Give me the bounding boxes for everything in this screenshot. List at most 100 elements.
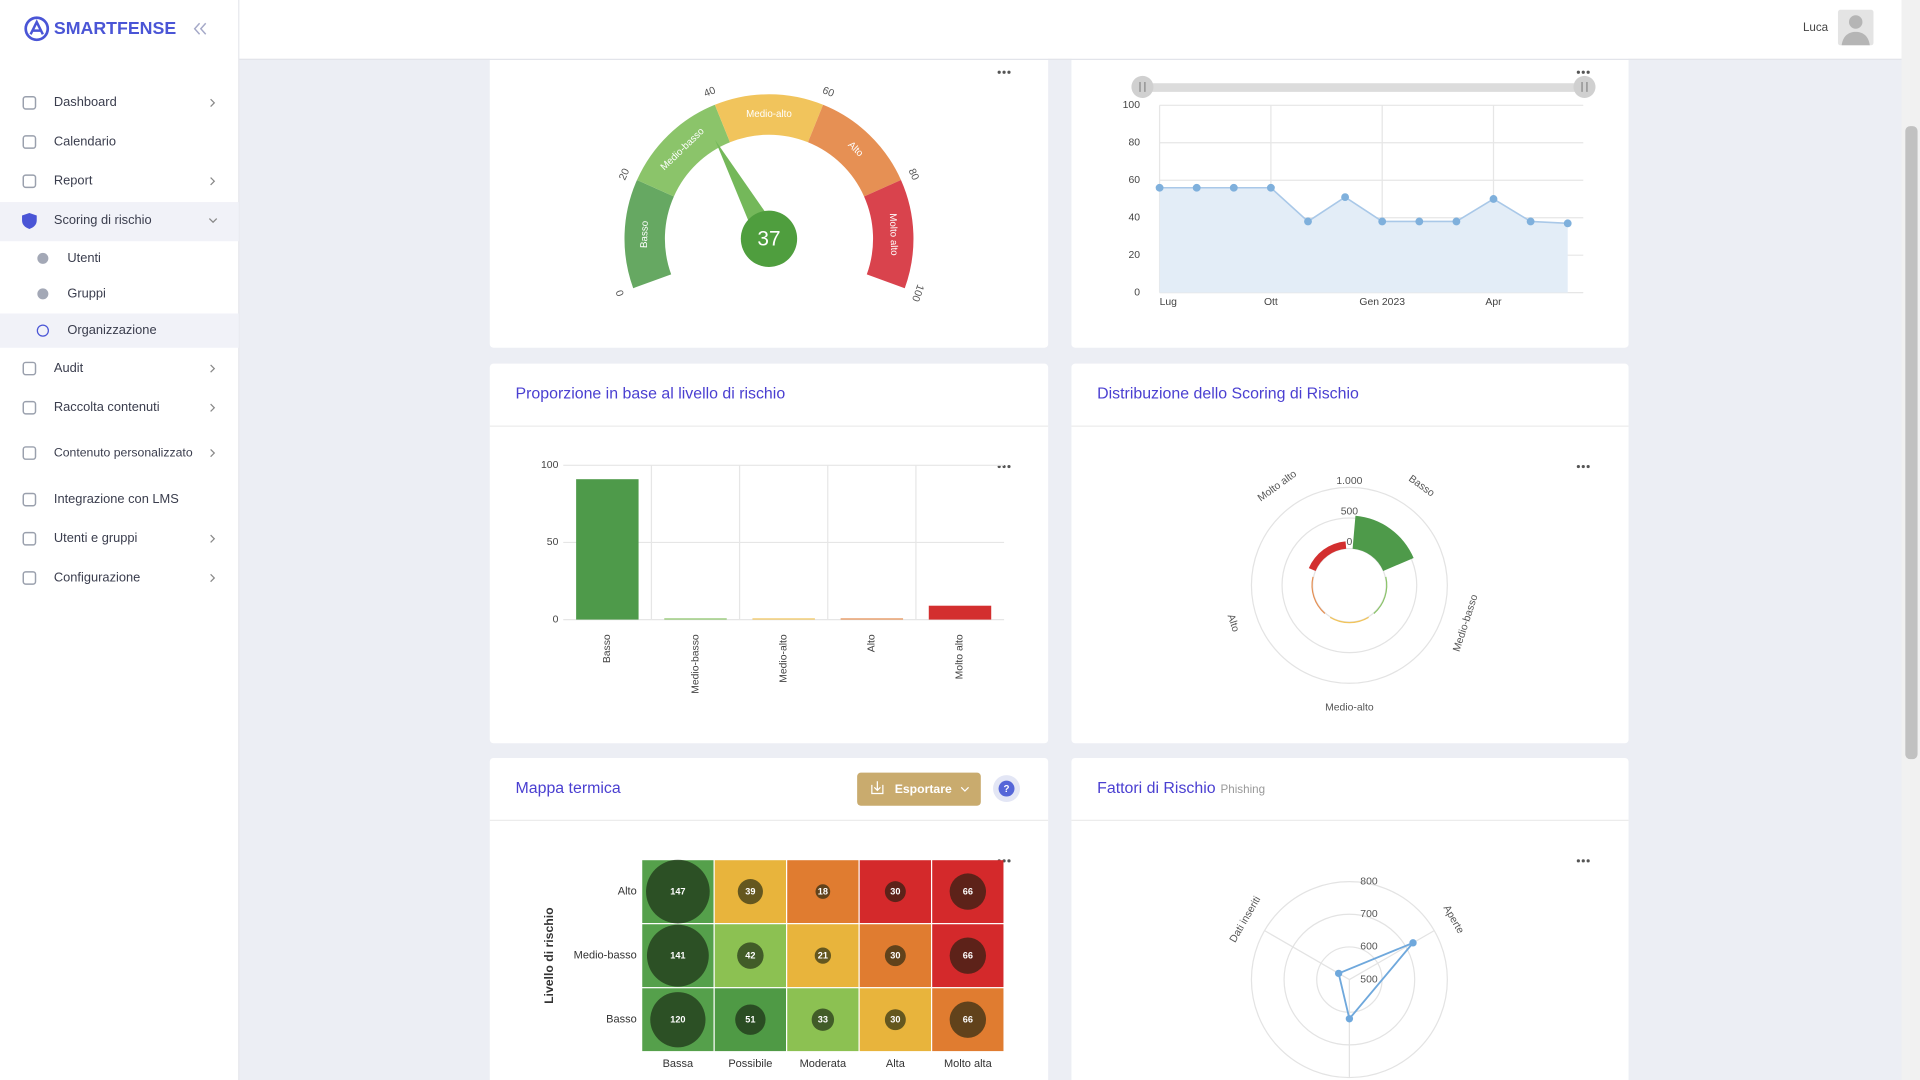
menu-dot[interactable] bbox=[1581, 70, 1585, 74]
subnav-item[interactable]: Organizzazione bbox=[67, 322, 156, 337]
y-tick-label: 80 bbox=[1128, 138, 1140, 149]
grid-circle bbox=[1250, 486, 1448, 684]
point bbox=[1378, 217, 1387, 226]
menu-dot[interactable] bbox=[1586, 464, 1590, 469]
r-tick-label: 0 bbox=[1346, 537, 1352, 548]
slider-handle[interactable] bbox=[1131, 75, 1154, 98]
nav-item[interactable]: Contenuto personalizzato bbox=[54, 445, 193, 459]
menu-dot[interactable] bbox=[1576, 464, 1580, 469]
gauge-hub bbox=[740, 210, 798, 267]
bubble bbox=[815, 884, 831, 899]
user-name: Luca bbox=[1803, 21, 1829, 34]
collapse-icon[interactable] bbox=[193, 22, 207, 35]
subnav-icon bbox=[37, 288, 49, 300]
y-tick-label: 20 bbox=[1128, 250, 1140, 261]
point bbox=[1341, 193, 1350, 202]
subnav-item[interactable]: Utenti bbox=[67, 250, 101, 265]
bubble-label: 18 bbox=[818, 887, 828, 897]
category-label: Medio-alto bbox=[1325, 703, 1374, 714]
point bbox=[1415, 217, 1424, 226]
nav-active-bg bbox=[0, 313, 239, 348]
bubble-label: 120 bbox=[670, 1015, 685, 1025]
menu-dot[interactable] bbox=[1576, 859, 1580, 863]
download-icon bbox=[871, 781, 884, 795]
axis-title: Livello di rischio bbox=[542, 907, 556, 1004]
spoke bbox=[1264, 930, 1350, 981]
nav-item[interactable]: Report bbox=[54, 173, 93, 188]
card bbox=[1071, 24, 1629, 348]
bubble bbox=[884, 1009, 906, 1031]
y-tick-label: 0 bbox=[553, 614, 559, 625]
nav-item[interactable]: Audit bbox=[54, 360, 84, 375]
chevron bbox=[210, 98, 216, 107]
bubble bbox=[646, 859, 710, 924]
point bbox=[1155, 183, 1164, 192]
menu-dot[interactable] bbox=[1581, 859, 1585, 863]
polar-sector bbox=[1308, 541, 1347, 571]
gauge-band bbox=[624, 180, 674, 289]
point bbox=[1526, 217, 1535, 226]
nav-item[interactable]: Scoring di rischio bbox=[54, 212, 152, 227]
gauge-band-label: Molto alto bbox=[887, 213, 899, 256]
range-slider[interactable] bbox=[1142, 83, 1585, 92]
subnav-item[interactable]: Gruppi bbox=[67, 285, 106, 300]
bubble-label: 51 bbox=[745, 1015, 755, 1025]
r-tick-label: 500 bbox=[1360, 974, 1378, 985]
x-tick-label: Possibile bbox=[728, 1058, 772, 1070]
nav-item[interactable]: Utenti e gruppi bbox=[54, 530, 138, 545]
nav-icon bbox=[22, 571, 37, 585]
point bbox=[1266, 183, 1275, 192]
nav-item[interactable]: Calendario bbox=[54, 133, 116, 148]
menu-dot[interactable] bbox=[1007, 464, 1011, 469]
nav-item[interactable]: Configurazione bbox=[54, 569, 140, 584]
slider-handle[interactable] bbox=[1573, 75, 1596, 98]
point bbox=[1192, 183, 1201, 192]
category-label: Alto bbox=[1225, 613, 1241, 634]
nav-item[interactable]: Integrazione con LMS bbox=[54, 491, 179, 506]
nav-icon bbox=[22, 492, 37, 507]
menu-dot[interactable] bbox=[1586, 70, 1590, 74]
bubble-label: 39 bbox=[745, 887, 755, 897]
nav-item[interactable]: Dashboard bbox=[54, 94, 117, 109]
nav-icon bbox=[22, 213, 37, 229]
menu-dot[interactable] bbox=[1576, 70, 1580, 74]
menu-dot[interactable] bbox=[1586, 859, 1590, 863]
menu-dot[interactable] bbox=[1007, 70, 1011, 74]
x-tick-label: Alto bbox=[867, 634, 878, 652]
bar bbox=[928, 605, 992, 620]
polar-sector bbox=[1352, 515, 1414, 571]
x-tick-label: Apr bbox=[1485, 297, 1502, 308]
nav-icon bbox=[22, 361, 37, 376]
avatar[interactable] bbox=[1837, 9, 1874, 46]
menu-dot[interactable] bbox=[1007, 859, 1011, 863]
menu-dot[interactable] bbox=[997, 70, 1001, 74]
r-tick-label: 500 bbox=[1341, 507, 1359, 518]
bar bbox=[664, 618, 727, 620]
y-tick-label: 100 bbox=[541, 460, 559, 471]
bubble-label: 21 bbox=[818, 951, 828, 961]
bubble bbox=[737, 942, 764, 969]
r-tick-label: 700 bbox=[1360, 909, 1378, 920]
help-button[interactable]: ? bbox=[993, 775, 1020, 803]
brand: SMARTFENSE bbox=[54, 18, 176, 38]
x-tick-label: Medio-alto bbox=[778, 634, 789, 683]
button-bg bbox=[857, 772, 981, 806]
handle-grip bbox=[1139, 82, 1588, 92]
card bbox=[1071, 757, 1629, 1080]
card bbox=[1071, 363, 1629, 744]
bar bbox=[752, 618, 815, 620]
chevron bbox=[210, 573, 216, 583]
nav-icon bbox=[22, 531, 37, 546]
export-button[interactable]: Esportare bbox=[857, 772, 981, 806]
y-tick-label: Medio-basso bbox=[574, 950, 637, 962]
card-subtitle: Phishing bbox=[1220, 783, 1265, 796]
x-tick-label: Bassa bbox=[663, 1058, 694, 1070]
x-tick-label: Medio-basso bbox=[690, 634, 701, 694]
nav-item[interactable]: Raccolta contenuti bbox=[54, 399, 160, 414]
x-tick-label: Gen 2023 bbox=[1359, 297, 1405, 308]
menu-dot[interactable] bbox=[1002, 70, 1006, 74]
menu-dot[interactable] bbox=[1581, 464, 1585, 469]
scrollbar-thumb[interactable] bbox=[1905, 126, 1918, 760]
